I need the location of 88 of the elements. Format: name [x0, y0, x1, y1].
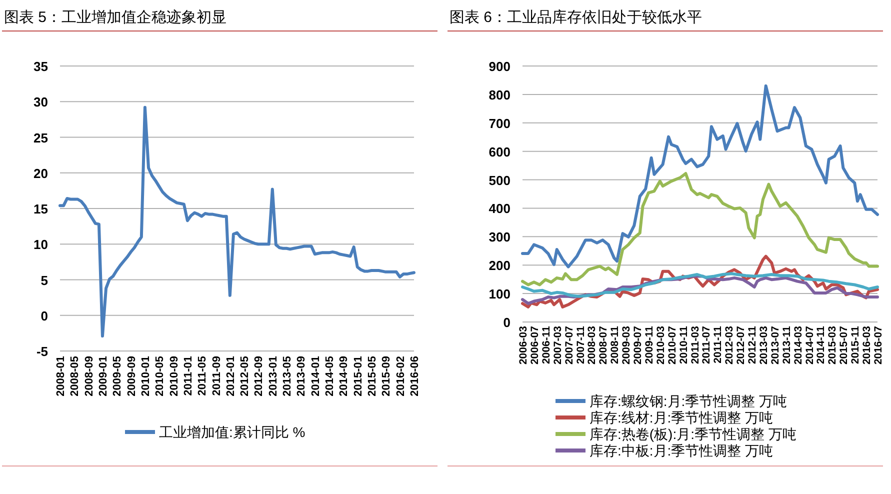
x-tick-label: 2008-11	[609, 326, 622, 364]
y-tick-label: 25	[34, 130, 48, 146]
x-tick-label: 2012-05	[239, 356, 252, 396]
x-tick-label: 2009-03	[620, 326, 633, 365]
x-tick-label: 2014-07	[804, 326, 816, 365]
x-tick-label: 2016-03	[861, 326, 874, 365]
x-tick-label: 2006-03	[518, 326, 530, 365]
x-tick-label: 2011-05	[196, 356, 209, 396]
x-tick-label: 2008-05	[69, 356, 82, 396]
x-tick-label: 2012-03	[724, 326, 736, 365]
y-tick-label: 0	[503, 315, 510, 330]
x-tick-label: 2006-07	[528, 326, 541, 365]
y-tick-label: 200	[488, 258, 510, 274]
y-tick-label: 0	[40, 308, 48, 324]
x-tick-label: 2010-09	[168, 356, 180, 396]
x-tick-label: 2007-03	[552, 326, 564, 365]
x-tick-label: 2010-11	[678, 326, 690, 364]
y-tick-label: 300	[488, 230, 510, 245]
chart-title: 图表 5：工业增加值企稳迹象初显	[4, 9, 227, 26]
x-tick-label: 2013-07	[769, 326, 782, 365]
x-tick-label: 2015-03	[826, 326, 839, 365]
line-series	[58, 106, 416, 338]
x-tick-label: 2008-07	[598, 326, 610, 365]
y-tick-label: 800	[488, 87, 510, 102]
x-tick-label: 2006-11	[540, 326, 552, 364]
y-tick-label: 30	[34, 94, 48, 110]
x-tick-label: 2015-11	[850, 326, 862, 364]
y-tick-label: 700	[488, 116, 510, 131]
x-tick-label: 2012-07	[735, 326, 748, 365]
x-tick-label: 2015-01	[352, 356, 364, 396]
y-tick-label: 15	[34, 202, 48, 216]
y-tick-label: 20	[34, 166, 48, 181]
x-tick-label: 2012-01	[224, 356, 237, 396]
x-tick-label: 2010-07	[666, 326, 678, 365]
x-tick-label: 2008-01	[55, 356, 67, 396]
y-tick-label: 500	[488, 172, 510, 188]
y-tick-label: 5	[40, 272, 48, 288]
x-tick-label: 2014-01	[310, 356, 322, 396]
x-tick-label: 2013-09	[296, 356, 308, 396]
y-tick-label: -5	[36, 344, 48, 359]
y-tick-label: 10	[34, 237, 48, 252]
x-tick-label: 2011-03	[689, 326, 702, 364]
x-tick-label: 2011-07	[700, 326, 713, 364]
x-tick-label: 2010-05	[154, 356, 166, 396]
x-tick-label: 2011-09	[210, 356, 223, 396]
x-tick-label: 2016-06	[409, 356, 421, 396]
x-tick-label: 2008-03	[586, 326, 598, 365]
x-tick-label: 2008-09	[83, 356, 96, 396]
x-tick-label: 2013-05	[282, 356, 294, 396]
y-tick-label: 900	[488, 59, 510, 74]
chart-title: 图表 6：工业品库存依旧处于较低水平	[450, 9, 702, 26]
y-tick-label: 100	[488, 286, 510, 302]
x-tick-label: 2007-07	[563, 326, 576, 365]
x-tick-label: 2009-07	[632, 326, 644, 365]
x-tick-label: 2009-01	[97, 356, 110, 396]
line-series	[521, 172, 879, 286]
x-tick-label: 2014-09	[338, 356, 350, 396]
x-tick-label: 2014-03	[792, 326, 804, 365]
legend-label: 库存:螺纹钢:月:季节性调整 万吨	[590, 393, 788, 409]
legend-label: 库存:中板:月:季节性调整 万吨	[590, 442, 774, 458]
y-tick-label: 600	[488, 144, 510, 160]
x-tick-label: 2011-11	[712, 326, 724, 364]
x-tick-label: 2009-05	[112, 356, 124, 396]
x-tick-label: 2015-09	[380, 356, 393, 396]
line-series	[521, 272, 879, 298]
x-tick-label: 2009-11	[643, 326, 656, 364]
x-tick-label: 2014-11	[815, 326, 828, 364]
x-tick-label: 2007-11	[574, 326, 587, 364]
x-tick-label: 2011-01	[182, 356, 194, 396]
legend-label: 工业增加值:累计同比 %	[159, 424, 306, 440]
x-tick-label: 2013-01	[267, 356, 280, 396]
y-tick-label: 35	[34, 59, 48, 74]
x-tick-label: 2015-05	[366, 356, 379, 396]
x-tick-label: 2016-07	[872, 326, 884, 365]
x-tick-label: 2012-09	[253, 356, 266, 396]
x-tick-label: 2013-11	[780, 326, 793, 364]
legend-label: 库存:热卷(板):月:季节性调整 万吨	[590, 426, 796, 442]
x-tick-label: 2013-03	[758, 326, 770, 365]
x-tick-label: 2016-02	[394, 356, 407, 396]
x-tick-label: 2009-09	[126, 356, 138, 396]
x-tick-label: 2015-07	[838, 326, 850, 365]
y-tick-label: 400	[488, 201, 510, 216]
line-series	[521, 84, 879, 268]
x-tick-label: 2010-03	[654, 326, 667, 365]
x-tick-label: 2012-11	[746, 326, 759, 364]
x-tick-label: 2010-01	[140, 356, 152, 396]
x-tick-label: 2014-05	[324, 356, 336, 396]
legend-label: 库存:线材:月:季节性调整 万吨	[590, 410, 774, 426]
